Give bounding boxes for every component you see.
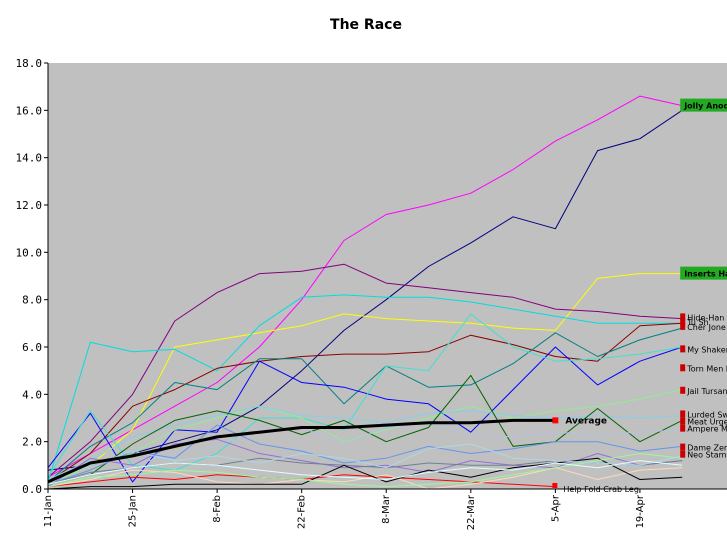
y-tick-label-2: 4.0: [22, 388, 42, 401]
series-line-19: [47, 457, 683, 490]
x-tick-label-5: 22-Mar: [466, 494, 477, 530]
series-line-1: [47, 109, 683, 471]
end-marker-4: [680, 322, 686, 330]
right-label-0: Jolly Anode Ogre: [683, 102, 727, 111]
highlight-box-0: [680, 98, 727, 112]
help-fold-marker: [552, 483, 558, 488]
series-line-20: [47, 453, 683, 488]
series-line-0: [47, 95, 683, 478]
end-marker-11: [680, 443, 686, 451]
right-label-13: Help Fold Crab Leg: [563, 485, 639, 494]
series-layer: [47, 95, 683, 490]
right-label-1: Inserts Hacks: [684, 270, 727, 279]
y-tick-label-9: 18.0: [16, 57, 43, 70]
series-line-6: [47, 327, 683, 483]
series-line-8: [47, 313, 683, 478]
x-tick-label-2: 8-Feb: [212, 495, 223, 523]
end-marker-9: [680, 417, 686, 425]
series-line-3: [47, 263, 683, 478]
label-layer: Jolly Anode Ogre Inserts Hacks Hide-Han Ha…: [552, 98, 727, 494]
series-line-22: [47, 460, 683, 485]
end-marker-6: [680, 364, 686, 372]
right-label-12: Neo Stamina: [687, 451, 727, 460]
x-tick-label-1: 25-Jan: [128, 495, 139, 527]
highlight-box-1: [680, 266, 727, 280]
end-marker-3: [680, 318, 686, 326]
y-tick-label-5: 10.0: [16, 246, 43, 259]
series-line-13: [47, 418, 556, 484]
right-label-4: Cher Jone En: [687, 323, 727, 332]
right-label-2: Hide-Han Ha: [687, 313, 727, 322]
end-marker-12: [680, 450, 686, 458]
x-tick-label-7: 19-Apr: [635, 494, 646, 528]
end-marker-10: [680, 424, 686, 432]
end-marker-8: [680, 410, 686, 418]
series-line-12: [47, 422, 683, 488]
series-line-4: [47, 294, 683, 483]
x-tick-label-6: 5-Apr: [550, 494, 561, 522]
right-label-8: Lurded Swivels: [687, 410, 727, 419]
y-tick-label-8: 16.0: [16, 104, 43, 117]
plot-area: [48, 63, 727, 489]
axis-layer: 0.0 2.0 4.0 6.0 8.0 10.0 12.0 14.0 16.0 18.0 11-Ja…: [16, 57, 727, 530]
right-label-3: Tu Sh: [686, 318, 708, 327]
series-line-5: [47, 322, 683, 483]
end-marker-7: [680, 386, 686, 394]
y-tick-label-1: 2.0: [22, 436, 42, 449]
y-tick-label-3: 6.0: [22, 341, 42, 354]
y-tick-label-0: 0.0: [22, 483, 42, 496]
average-label: Average: [565, 416, 607, 426]
right-label-6: Torn Men Rev Clan: [686, 364, 727, 373]
series-line-10: [47, 405, 683, 480]
x-tick-label-0: 11-Jan: [43, 495, 54, 527]
right-label-10: Ampere Mast: [687, 425, 727, 434]
right-label-7: Jail Tursang: [686, 387, 727, 396]
series-line-2: [47, 273, 683, 483]
y-tick-label-7: 14.0: [16, 152, 43, 165]
right-label-5: My Shaken Yen: [687, 345, 727, 354]
series-line-21: [47, 443, 683, 483]
x-tick-label-3: 22-Feb: [297, 495, 308, 529]
right-label-11: Dame Zero Zen Rhos: [687, 444, 727, 453]
y-tick-label-4: 8.0: [22, 294, 42, 307]
average-marker: [552, 417, 559, 424]
end-marker-5: [680, 345, 686, 353]
end-marker-2: [680, 313, 686, 321]
chart-title: The Race: [330, 17, 402, 33]
series-line-11: [47, 374, 683, 485]
y-tick-label-6: 12.0: [16, 199, 43, 212]
right-label-9: Meat Urge Maniac: [687, 418, 727, 427]
x-tick-label-4: 8-Mar: [381, 494, 392, 524]
